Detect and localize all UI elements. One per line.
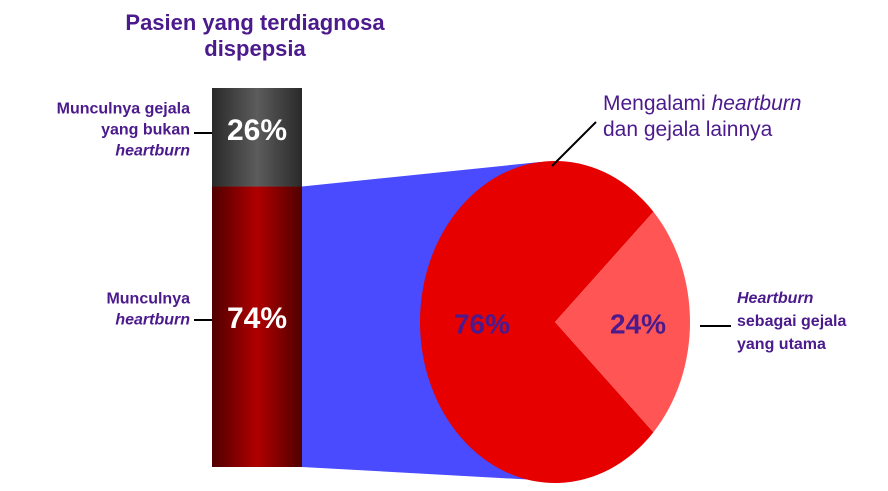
bar-shade — [212, 88, 302, 187]
leader-line — [551, 121, 597, 167]
bar-label-part: Munculnya — [106, 291, 190, 308]
bar-label-part: heartburn — [115, 142, 190, 159]
pie-label-part: Heartburn — [737, 290, 814, 307]
bar-label-part: Munculnya gejala — [57, 100, 190, 117]
pie-label-part: dan gejala lainnya — [603, 118, 773, 141]
pie-label-part: Mengalami — [603, 92, 712, 115]
pie-label: Mengalami heartburn — [603, 92, 801, 115]
bar-label: yang bukan — [101, 121, 190, 138]
pie-value-label: 76% — [454, 308, 510, 339]
bar-label: heartburn — [115, 142, 190, 159]
bar-shade — [212, 186, 302, 468]
bar-label: heartburn — [115, 312, 190, 329]
bar-value-label: 26% — [227, 114, 287, 147]
pie-label: sebagai gejala — [737, 313, 846, 330]
pie-label: yang utama — [737, 336, 826, 353]
pie-label-part: sebagai gejala — [737, 313, 846, 330]
pie-label: Heartburn — [737, 290, 814, 307]
bar-label: Munculnya — [106, 291, 190, 308]
bar-label-part: yang bukan — [101, 121, 190, 138]
pie-slice — [420, 160, 654, 483]
chart-title: Pasien yang terdiagnosa — [125, 10, 385, 35]
pie-label-part: yang utama — [737, 336, 826, 353]
bar-label: Munculnya gejala — [57, 100, 190, 117]
pie-slice — [555, 211, 690, 433]
chart-title: dispepsia — [204, 36, 306, 61]
pie-label: dan gejala lainnya — [603, 118, 773, 141]
bar-value-label: 74% — [227, 302, 287, 335]
pie-label-part: heartburn — [712, 92, 802, 115]
pie-value-label: 24% — [610, 308, 666, 339]
bar-label-part: heartburn — [115, 312, 190, 329]
